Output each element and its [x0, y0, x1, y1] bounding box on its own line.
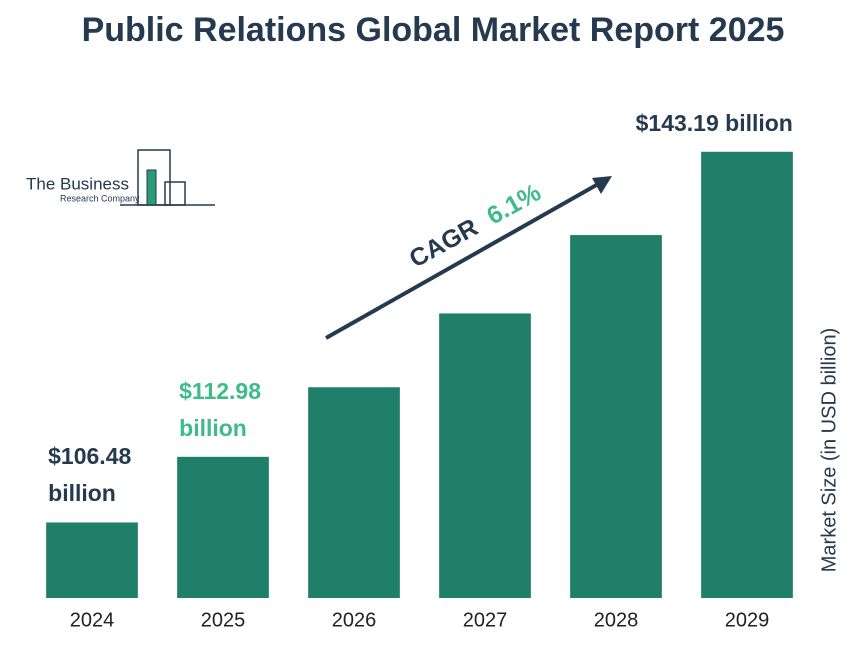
- x-tick-label: 2024: [70, 609, 115, 631]
- x-tick-label: 2028: [594, 609, 639, 631]
- cagr-text: CAGR: [405, 213, 483, 273]
- bar: [570, 235, 662, 598]
- logo: The Business Research Company: [26, 149, 215, 206]
- bar: [701, 151, 793, 599]
- value-label: $112.98 billion: [179, 377, 262, 441]
- logo-text: Research Company: [60, 193, 140, 203]
- bar: [308, 387, 400, 598]
- cagr-rate: 6.1%: [482, 178, 545, 230]
- cagr-arrowhead: [592, 176, 612, 194]
- bar: [439, 313, 531, 598]
- chart-title: Public Relations Global Market Report 20…: [82, 11, 785, 49]
- cagr-arrow: [325, 181, 601, 340]
- logo-shape: [164, 181, 186, 206]
- bar: [177, 456, 269, 598]
- value-label: $106.48 billion: [48, 443, 132, 507]
- x-tick-label: 2027: [463, 609, 508, 631]
- bar: [46, 522, 138, 598]
- y-axis-label: Market Size (in USD billion): [818, 328, 840, 573]
- logo-shape: [146, 169, 157, 206]
- x-tick-label: 2026: [332, 609, 377, 631]
- x-tick-label: 2025: [201, 609, 246, 631]
- x-tick-label: 2029: [725, 609, 770, 631]
- logo-text: The Business: [26, 174, 129, 193]
- value-label: $143.19 billion: [635, 109, 793, 136]
